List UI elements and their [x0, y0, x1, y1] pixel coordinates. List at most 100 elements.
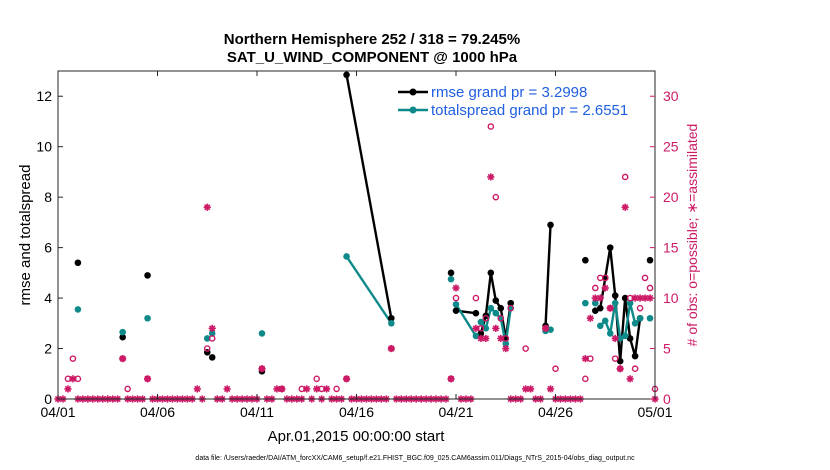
x-tick-label: 04/16 [339, 404, 374, 420]
rmse-point [144, 272, 151, 279]
y2-tick-label: 20 [663, 189, 679, 205]
obs-assimilated-marker [203, 203, 211, 211]
obs-assimilated-marker [258, 365, 266, 373]
rmse-point [631, 352, 639, 360]
y2-tick-label: 25 [663, 139, 679, 155]
obs-possible-marker [333, 385, 340, 393]
rmse-point [547, 221, 554, 229]
rmse-point [447, 269, 455, 277]
rmse-point [492, 297, 500, 304]
obs-assimilated-marker [581, 355, 589, 363]
chart-subtitle: SAT_U_WIND_COMPONENT @ 1000 hPa [227, 49, 518, 66]
rmse-point [497, 304, 505, 312]
y-axis-right: 0 5 10 15 20 25 30 [650, 88, 679, 407]
chart-title: Northern Hemisphere 252 / 318 = 79.245% [224, 31, 520, 48]
obs-assimilated-marker [342, 375, 351, 383]
totalspread-point [596, 322, 604, 330]
y-tick-label: 4 [44, 290, 52, 306]
totalspread-point [74, 306, 82, 313]
obs-assimilated-marker [641, 294, 649, 302]
y-axis-left: 0 2 4 6 8 10 12 [36, 88, 63, 407]
obs-possible-marker [621, 173, 629, 181]
obs-assimilated-marker [606, 304, 614, 312]
obs-assimilated-marker [601, 284, 609, 292]
y2-tick-label: 0 [663, 391, 671, 407]
rmse-point [596, 304, 604, 312]
y-tick-label: 0 [44, 391, 52, 407]
y-tick-label: 10 [36, 139, 52, 155]
rmse-point [611, 292, 619, 299]
obs-possible-marker [636, 304, 644, 312]
obs-possible-marker [641, 274, 649, 282]
totalspread-point [487, 304, 495, 312]
totalspread-point [447, 275, 455, 283]
totalspread-point [208, 330, 216, 337]
totalspread-point [611, 299, 619, 307]
obs-assimilated-marker [64, 385, 72, 393]
obs-assimilated-marker [502, 344, 510, 353]
y2-tick-label: 5 [663, 341, 671, 357]
obs-possible-marker [631, 365, 639, 373]
x-tick-label: 04/21 [438, 404, 473, 420]
totalspread-point [144, 314, 151, 322]
obs-assimilated-marker [477, 334, 485, 343]
data-file-footer: data file: /Users/raeder/DAI/ATM_forcXX/… [195, 455, 635, 462]
x-tick-label: 04/06 [140, 404, 175, 420]
legend-label-totalspread: totalspread grand pr = 2.6551 [431, 102, 628, 119]
legend-marker-totalspread [409, 106, 417, 114]
x-tick-label: 05/01 [637, 404, 672, 420]
obs-possible-marker [208, 335, 216, 342]
obs-assimilated-marker [278, 385, 286, 393]
rmse-point [646, 256, 654, 264]
totalspread-point [388, 320, 395, 327]
totalspread-point [119, 328, 126, 336]
totalspread-point [626, 299, 634, 307]
y2-tick-label: 15 [663, 240, 679, 256]
rmse-point [343, 71, 350, 79]
obs-possible-marker [124, 385, 131, 393]
y-tick-label: 12 [36, 88, 52, 104]
x-axis: 04/01 04/06 04/11 04/16 04/21 04/26 05/01 [40, 71, 673, 420]
rmse-point [621, 294, 629, 302]
obs-assimilated-marker [541, 324, 550, 332]
rmse-point [74, 259, 82, 267]
rmse-point [477, 330, 485, 337]
totalspread-point [502, 340, 510, 347]
x-tick-label: 04/26 [538, 404, 573, 420]
totalspread-point [452, 301, 460, 308]
obs-assimilated-marker [482, 334, 490, 343]
rmse-point [472, 309, 480, 317]
obs-assimilated-marker [621, 203, 629, 211]
totalspread-point [601, 317, 609, 325]
rmse-point [507, 299, 515, 307]
y-tick-label: 2 [44, 341, 52, 357]
obs-assimilated-marker [492, 324, 500, 332]
obs-possible-marker [507, 304, 515, 312]
y2-axis-label: # of obs: o=possible; ∗=assimilated [684, 124, 700, 347]
totalspread-point [482, 325, 490, 332]
obs-assimilated-marker [303, 385, 311, 393]
obs-possible-marker [601, 274, 609, 282]
totalspread-point [582, 299, 589, 307]
obs-possible-marker [522, 345, 529, 352]
totalspread-point [631, 320, 639, 327]
obs-assimilated-marker [69, 375, 77, 383]
y2-tick-label: 30 [663, 88, 679, 104]
obs-assimilated-marker [387, 344, 395, 353]
obs-assimilated-marker [223, 385, 231, 393]
rmse-point [208, 354, 216, 361]
totalspread-point [616, 335, 624, 342]
obs-possible-marker [472, 294, 480, 302]
obs-possible-marker [611, 355, 619, 362]
obs-possible-marker [313, 375, 321, 383]
obs-assimilated-marker [193, 385, 201, 393]
rmse-point [119, 333, 126, 341]
x-tick-label: 04/01 [40, 404, 75, 420]
obs-possible-marker [487, 123, 495, 130]
obs-assimilated-marker [611, 334, 619, 343]
totalspread-point [258, 330, 266, 337]
legend-marker-rmse [409, 88, 417, 96]
rmse-point [452, 307, 460, 314]
